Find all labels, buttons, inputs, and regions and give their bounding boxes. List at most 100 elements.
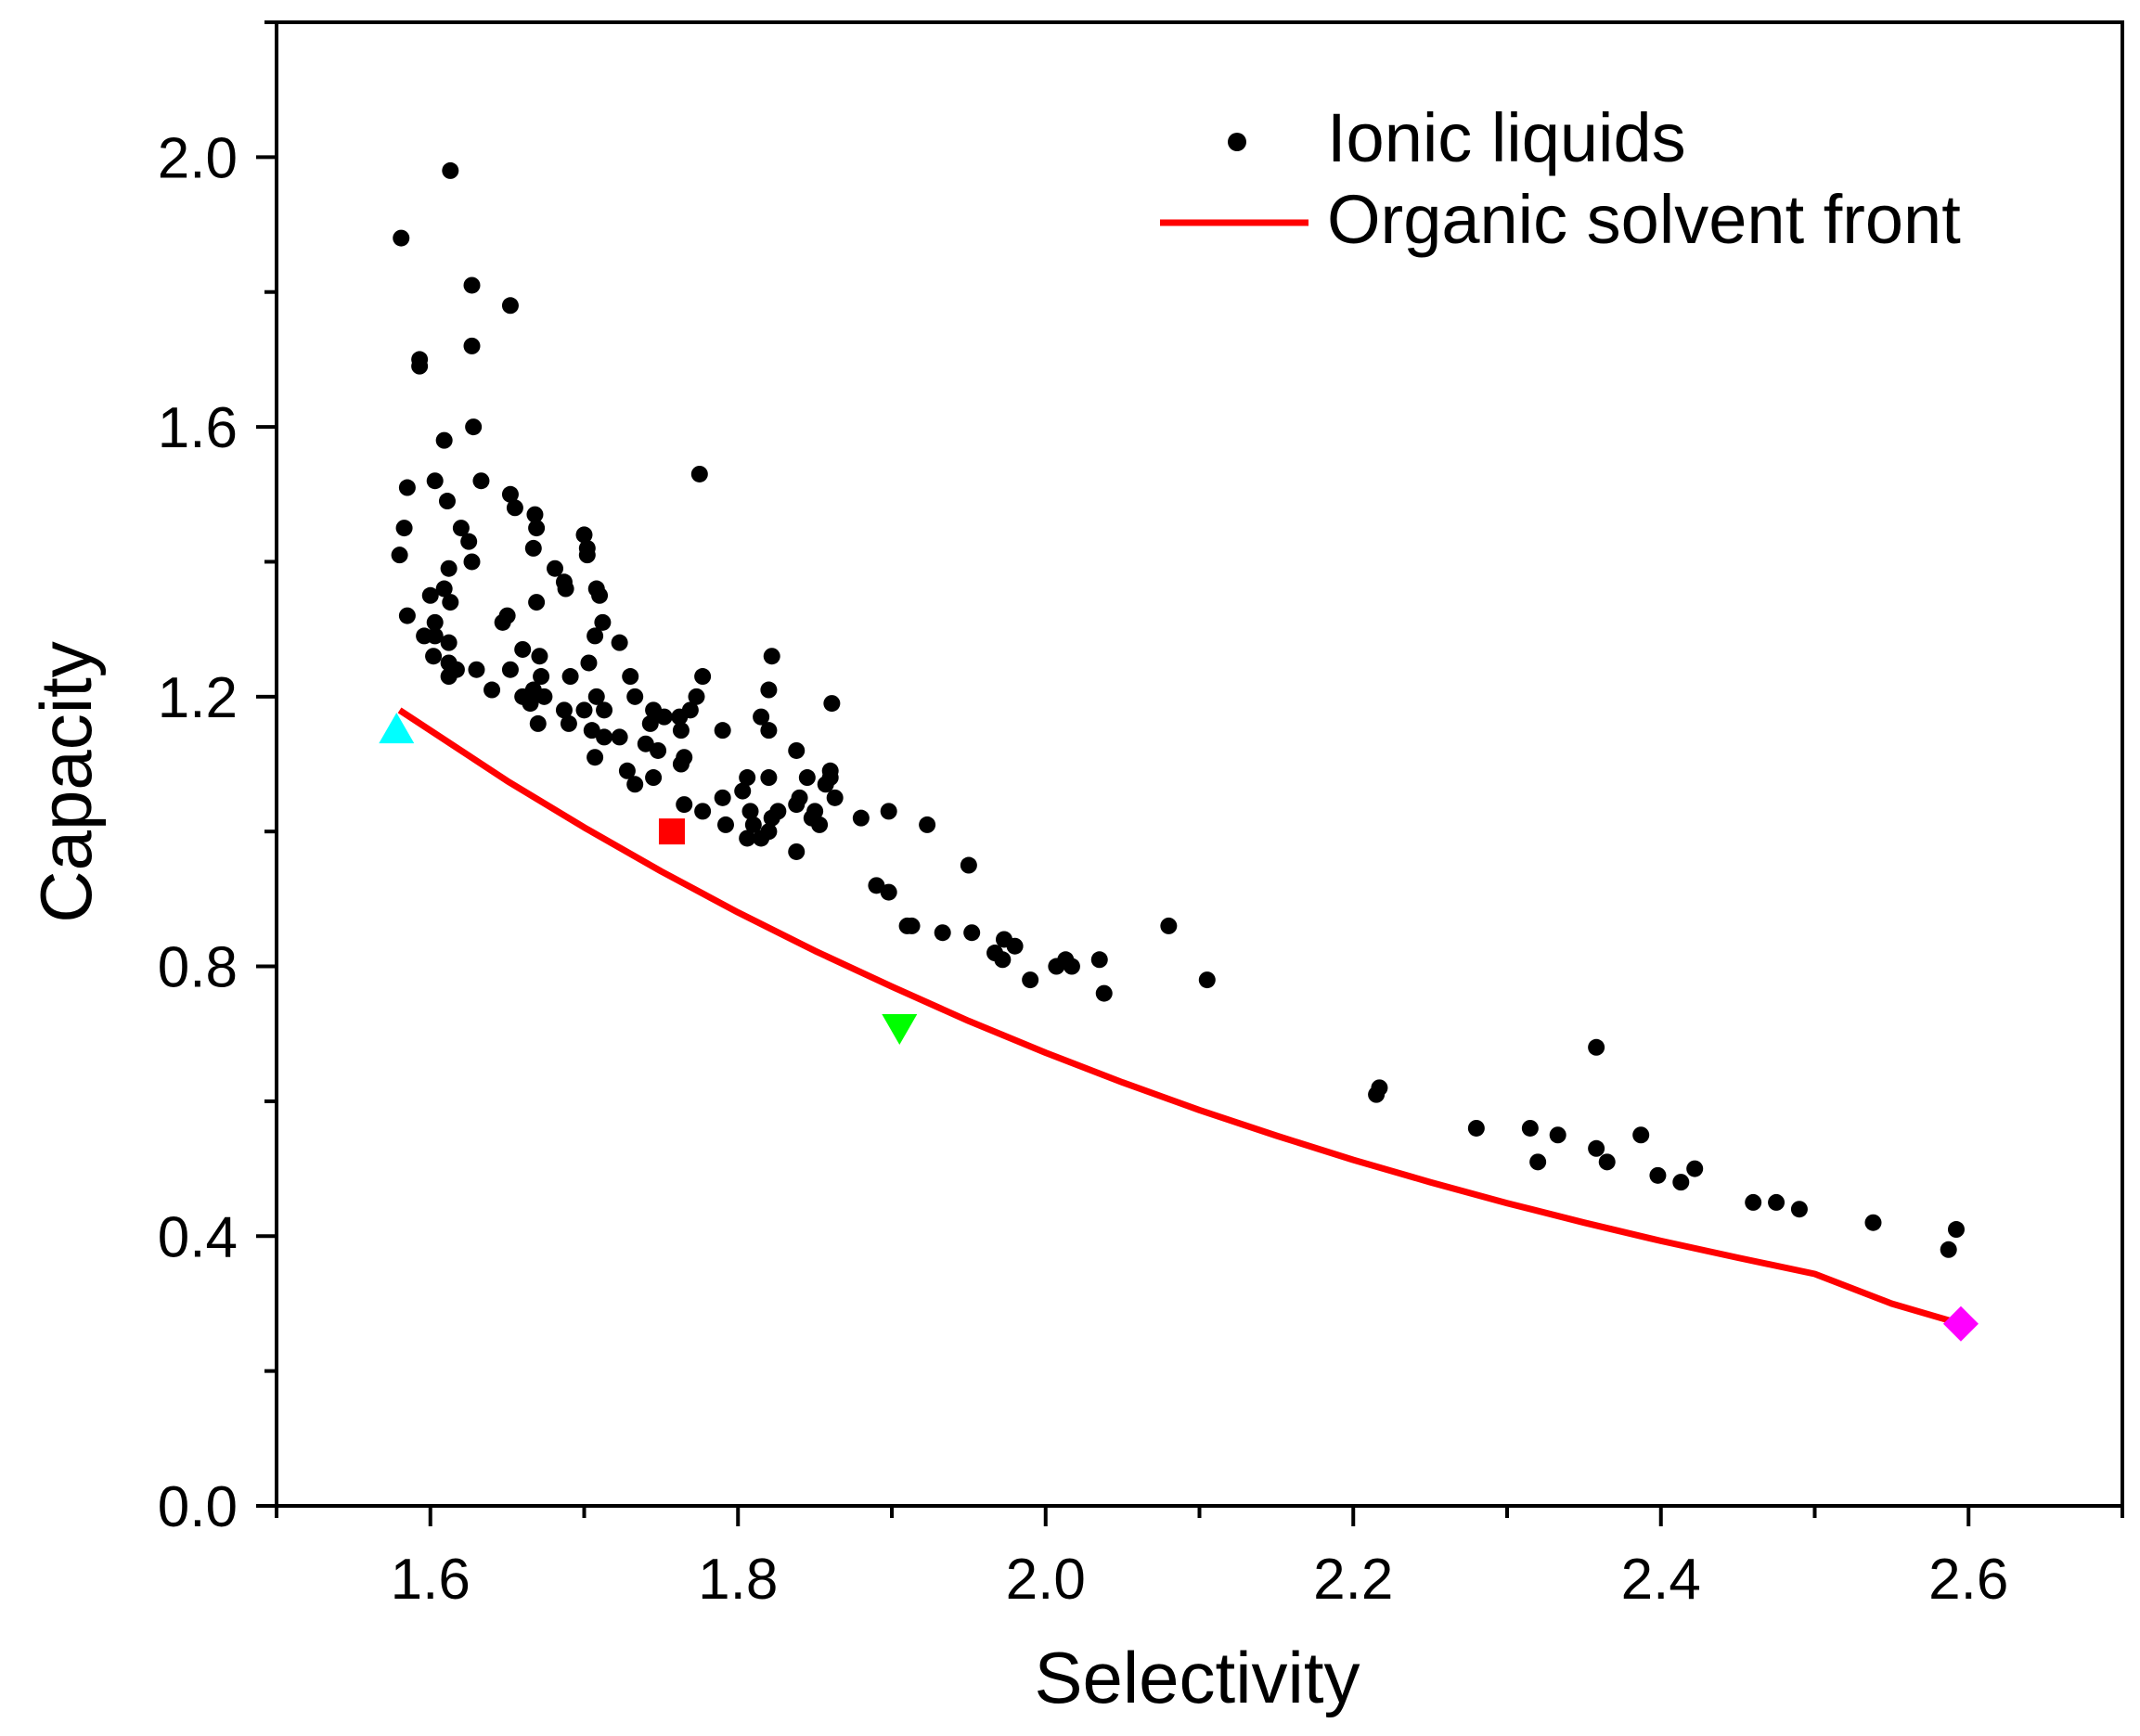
ionic-liquid-point — [1649, 1166, 1667, 1184]
ionic-liquid-point — [531, 648, 548, 665]
ionic-liquid-point — [637, 735, 654, 752]
legend: Ionic liquids Organic solvent front — [1160, 99, 1961, 258]
ionic-liquid-point — [529, 714, 547, 732]
y-axis-ticks: 0.0 0.4 0.8 1.2 1.6 2.0 — [158, 20, 277, 1539]
ionic-liquid-point — [435, 580, 453, 598]
ionic-liquid-point — [438, 493, 456, 510]
ionic-liquid-point — [760, 722, 778, 739]
ionic-liquid-point — [622, 668, 639, 686]
ionic-liquids-series — [391, 161, 1965, 1258]
ionic-liquid-point — [426, 613, 444, 631]
ionic-liquid-point — [528, 520, 546, 537]
ionic-liquid-point — [1672, 1174, 1690, 1191]
ionic-liquid-point — [1549, 1126, 1566, 1144]
ionic-liquid-point — [575, 701, 593, 719]
ionic-liquid-point — [650, 741, 667, 759]
ionic-liquid-point — [596, 728, 613, 746]
ionic-liquid-point — [468, 661, 485, 678]
ionic-liquid-point — [547, 559, 564, 577]
ionic-liquid-point — [1790, 1201, 1808, 1218]
ionic-liquid-point — [716, 816, 734, 833]
ionic-liquid-point — [483, 681, 501, 699]
ionic-liquid-point — [587, 688, 605, 705]
ionic-liquid-point — [714, 722, 731, 739]
ionic-liquid-point — [501, 661, 519, 678]
ionic-liquid-point — [760, 681, 778, 699]
ionic-liquid-point — [714, 789, 731, 806]
ionic-liquid-point — [1095, 984, 1113, 1002]
organic-solvent-front-series — [397, 707, 1962, 1328]
diamond-marker — [1942, 1305, 1979, 1342]
ionic-liquid-point — [826, 789, 844, 806]
ionic-liquid-point — [435, 431, 453, 449]
ionic-liquid-point — [440, 634, 458, 651]
ionic-liquid-point — [524, 539, 542, 557]
ionic-liquid-point — [672, 722, 690, 739]
triangle-down-marker — [882, 1013, 918, 1045]
ionic-liquid-point — [645, 769, 663, 787]
ionic-liquid-point — [626, 776, 644, 793]
ionic-liquid-point — [452, 520, 470, 537]
x-axis-title: Selectivity — [1034, 1637, 1360, 1718]
ionic-liquid-point — [587, 627, 604, 645]
ionic-liquid-point — [560, 714, 577, 732]
ionic-liquid-point — [425, 648, 443, 665]
ionic-liquid-point — [398, 479, 416, 496]
ionic-liquid-point — [1588, 1139, 1605, 1157]
ionic-liquid-point — [611, 728, 628, 746]
ionic-liquid-point — [626, 688, 644, 705]
x-tick-label: 1.6 — [391, 1548, 471, 1612]
ionic-liquid-point — [1467, 1119, 1485, 1137]
ionic-liquid-point — [1368, 1086, 1386, 1103]
ionic-liquid-point — [852, 809, 870, 827]
ionic-liquid-point — [694, 803, 712, 820]
ionic-liquid-point — [671, 708, 689, 726]
ionic-liquid-point — [994, 951, 1012, 969]
legend-dot-ionic-liquids — [1228, 133, 1246, 151]
ionic-liquid-point — [596, 701, 613, 719]
ionic-liquid-point — [580, 654, 598, 672]
x-tick-label: 2.2 — [1313, 1548, 1393, 1612]
triangle-up-marker — [379, 713, 415, 744]
y-tick-label: 0.8 — [158, 936, 238, 1000]
ionic-liquid-point — [823, 695, 841, 713]
ionic-liquid-point — [575, 526, 593, 544]
ionic-liquid-point — [1529, 1153, 1547, 1171]
ionic-liquid-point — [811, 816, 829, 833]
ionic-liquid-point — [442, 594, 459, 611]
organic-solvent-front-line — [397, 707, 1962, 1328]
ionic-liquid-point — [460, 533, 478, 550]
ionic-liquid-point — [528, 594, 546, 611]
x-axis-ticks: 1.6 1.8 2.0 2.2 2.4 2.6 — [275, 1506, 2124, 1612]
ionic-liquid-point — [426, 627, 444, 645]
ionic-liquid-point — [501, 297, 519, 315]
ionic-liquid-point — [1006, 937, 1024, 955]
ionic-liquid-point — [694, 668, 712, 686]
ionic-liquid-point — [1947, 1221, 1965, 1239]
ionic-liquid-point — [594, 613, 612, 631]
ionic-liquid-point — [583, 722, 600, 739]
ionic-liquid-point — [506, 499, 523, 517]
ionic-liquid-point — [788, 741, 806, 759]
ionic-liquid-point — [1588, 1038, 1605, 1056]
legend-label-organic-solvent-front: Organic solvent front — [1327, 181, 1961, 258]
ionic-liquid-point — [591, 586, 609, 604]
ionic-liquid-point — [1090, 951, 1108, 969]
ionic-liquid-point — [1632, 1126, 1650, 1144]
ionic-liquid-point — [587, 749, 604, 766]
ionic-liquid-point — [868, 877, 885, 894]
ionic-liquid-point — [960, 856, 977, 874]
ionic-liquid-point — [393, 229, 410, 247]
ionic-liquid-point — [442, 161, 459, 179]
ionic-liquid-point — [395, 520, 413, 537]
y-tick-label: 2.0 — [158, 126, 238, 190]
ionic-liquid-point — [411, 357, 429, 375]
ionic-liquid-point — [391, 547, 408, 564]
ionic-liquid-point — [578, 547, 596, 564]
ionic-liquid-point — [463, 337, 481, 354]
ionic-liquid-point — [760, 769, 778, 787]
ionic-liquid-point — [763, 648, 780, 665]
ionic-liquid-point — [1940, 1241, 1957, 1258]
ionic-liquid-point — [880, 803, 897, 820]
